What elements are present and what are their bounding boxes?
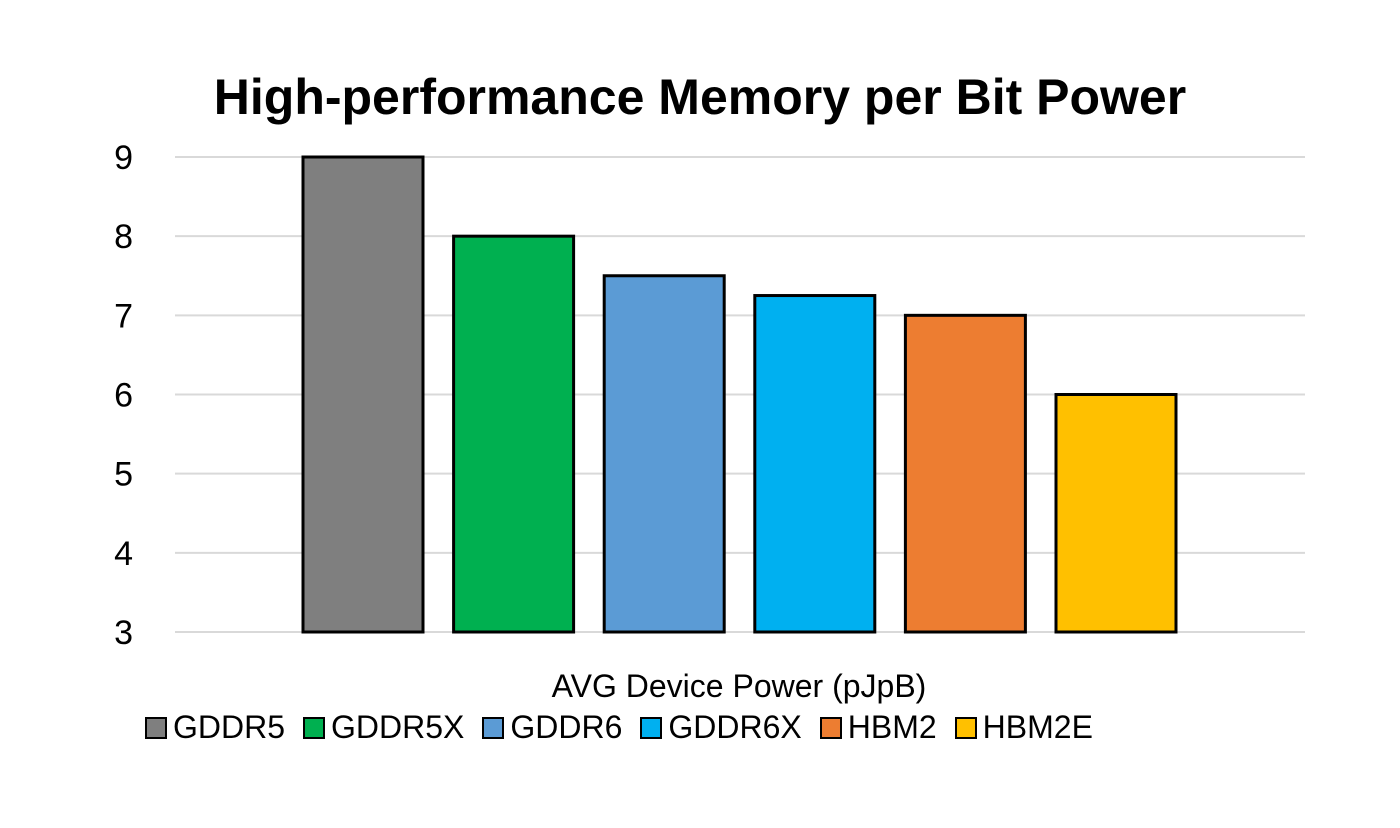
legend-swatch (819, 716, 842, 739)
x-axis-label: AVG Device Power (pJpB) (551, 668, 927, 704)
legend-item-gddr5x: GDDR5X (303, 709, 464, 746)
legend-swatch (482, 716, 505, 739)
legend-swatch (954, 716, 977, 739)
legend-swatch (303, 716, 326, 739)
legend-label: GDDR6 (510, 709, 623, 745)
legend-label: HBM2 (847, 709, 937, 745)
legend-item-hbm2e: HBM2E (954, 709, 1093, 746)
y-tick-label: 4 (114, 535, 133, 573)
y-tick-label: 9 (114, 139, 133, 177)
bar-gddr5 (301, 155, 425, 634)
y-tick-label: 3 (114, 614, 133, 652)
legend-label: GDDR5X (331, 709, 465, 745)
legend-item-gddr5: GDDR5 (145, 709, 285, 746)
y-tick-label: 5 (114, 456, 133, 494)
legend-label: GDDR6X (668, 709, 802, 745)
y-tick-label: 8 (114, 218, 133, 256)
chart-title: High-performance Memory per Bit Power (213, 69, 1187, 125)
y-tick-label: 6 (114, 377, 133, 415)
legend-label: GDDR5 (173, 709, 286, 745)
bar-gddr6x (753, 294, 877, 634)
legend-swatch (640, 716, 663, 739)
bar-hbm2 (903, 313, 1027, 634)
legend-label: HBM2E (982, 709, 1093, 745)
bar-gddr5x (452, 234, 576, 634)
legend-item-hbm2: HBM2 (819, 709, 937, 746)
bar-hbm2e (1054, 393, 1178, 634)
bars (301, 155, 1178, 634)
legend: GDDR5 GDDR5X GDDR6 GDDR6X HBM2 HBM2E (145, 709, 1111, 746)
bar-gddr6 (602, 274, 726, 634)
legend-swatch (145, 716, 167, 739)
y-tick-label: 7 (114, 297, 133, 335)
legend-item-gddr6: GDDR6 (482, 709, 622, 746)
y-axis-ticks: 9 8 7 6 5 4 3 (114, 139, 133, 652)
legend-item-gddr6x: GDDR6X (640, 709, 802, 746)
